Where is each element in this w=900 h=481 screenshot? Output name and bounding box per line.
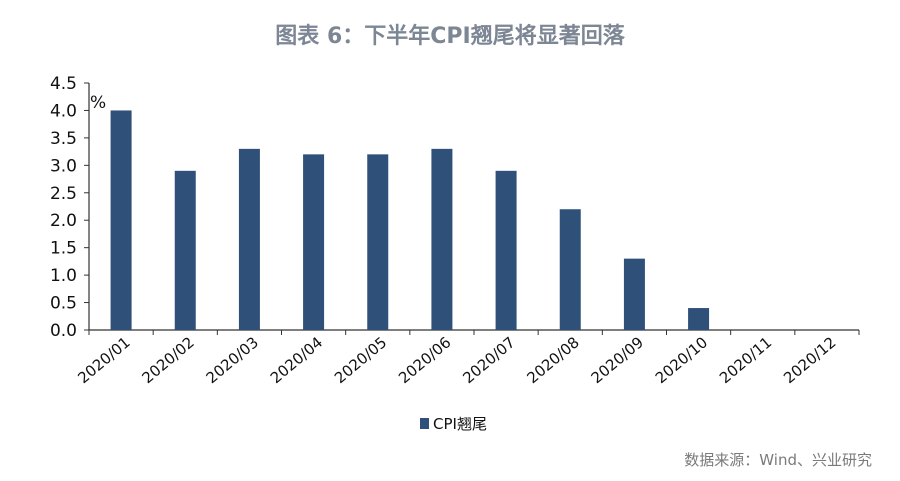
y-tick-label: 0.0 bbox=[50, 321, 77, 341]
bar bbox=[623, 258, 645, 330]
y-tick-label: 1.5 bbox=[50, 239, 77, 259]
y-tick-label: 3.5 bbox=[50, 129, 77, 149]
x-tick-label: 2020/08 bbox=[524, 333, 583, 387]
y-axis: 0.0 0.5 1.0 1.5 2.0 2.5 3.0 3.5 4.0 4.5 bbox=[50, 74, 90, 341]
x-axis: 2020/01 2020/02 2020/03 2020/04 2020/05 2020/… bbox=[74, 329, 860, 387]
x-tick-label: 2020/02 bbox=[139, 333, 198, 387]
x-tick-label: 2020/10 bbox=[652, 333, 711, 387]
x-tick-label: 2020/07 bbox=[459, 333, 518, 387]
bar-series bbox=[110, 110, 710, 330]
bar bbox=[559, 209, 581, 330]
x-tick-label: 2020/09 bbox=[588, 333, 647, 387]
y-unit-label: % bbox=[90, 93, 106, 113]
bar bbox=[303, 154, 325, 330]
y-tick-label: 2.0 bbox=[50, 211, 77, 231]
legend-swatch bbox=[420, 418, 429, 429]
y-tick-label: 4.0 bbox=[50, 101, 77, 121]
x-tick-label: 2020/06 bbox=[395, 333, 454, 387]
y-tick-label: 2.5 bbox=[50, 184, 77, 204]
y-tick-label: 0.5 bbox=[50, 294, 77, 314]
y-tick-label: 1.0 bbox=[50, 266, 77, 286]
x-tick-label: 2020/04 bbox=[267, 333, 326, 387]
bar bbox=[238, 148, 260, 330]
x-tick-label: 2020/03 bbox=[203, 333, 262, 387]
bar bbox=[688, 308, 710, 330]
source-note: 数据来源：Wind、兴业研究 bbox=[684, 451, 872, 469]
bar bbox=[174, 170, 196, 330]
bar bbox=[431, 148, 453, 330]
x-tick-label: 2020/01 bbox=[74, 333, 133, 387]
legend-label: CPI翘尾 bbox=[433, 415, 487, 433]
legend: CPI翘尾 bbox=[420, 415, 487, 433]
x-tick-label: 2020/05 bbox=[331, 333, 390, 387]
bar bbox=[367, 154, 389, 330]
x-tick-label: 2020/11 bbox=[716, 333, 775, 387]
y-tick-label: 3.0 bbox=[50, 156, 77, 176]
bar bbox=[110, 110, 132, 330]
y-tick-label: 4.5 bbox=[50, 74, 77, 94]
bar bbox=[495, 170, 517, 330]
x-tick-label: 2020/12 bbox=[780, 333, 839, 387]
chart-title: 图表 6：下半年CPI翘尾将显著回落 bbox=[275, 24, 625, 49]
